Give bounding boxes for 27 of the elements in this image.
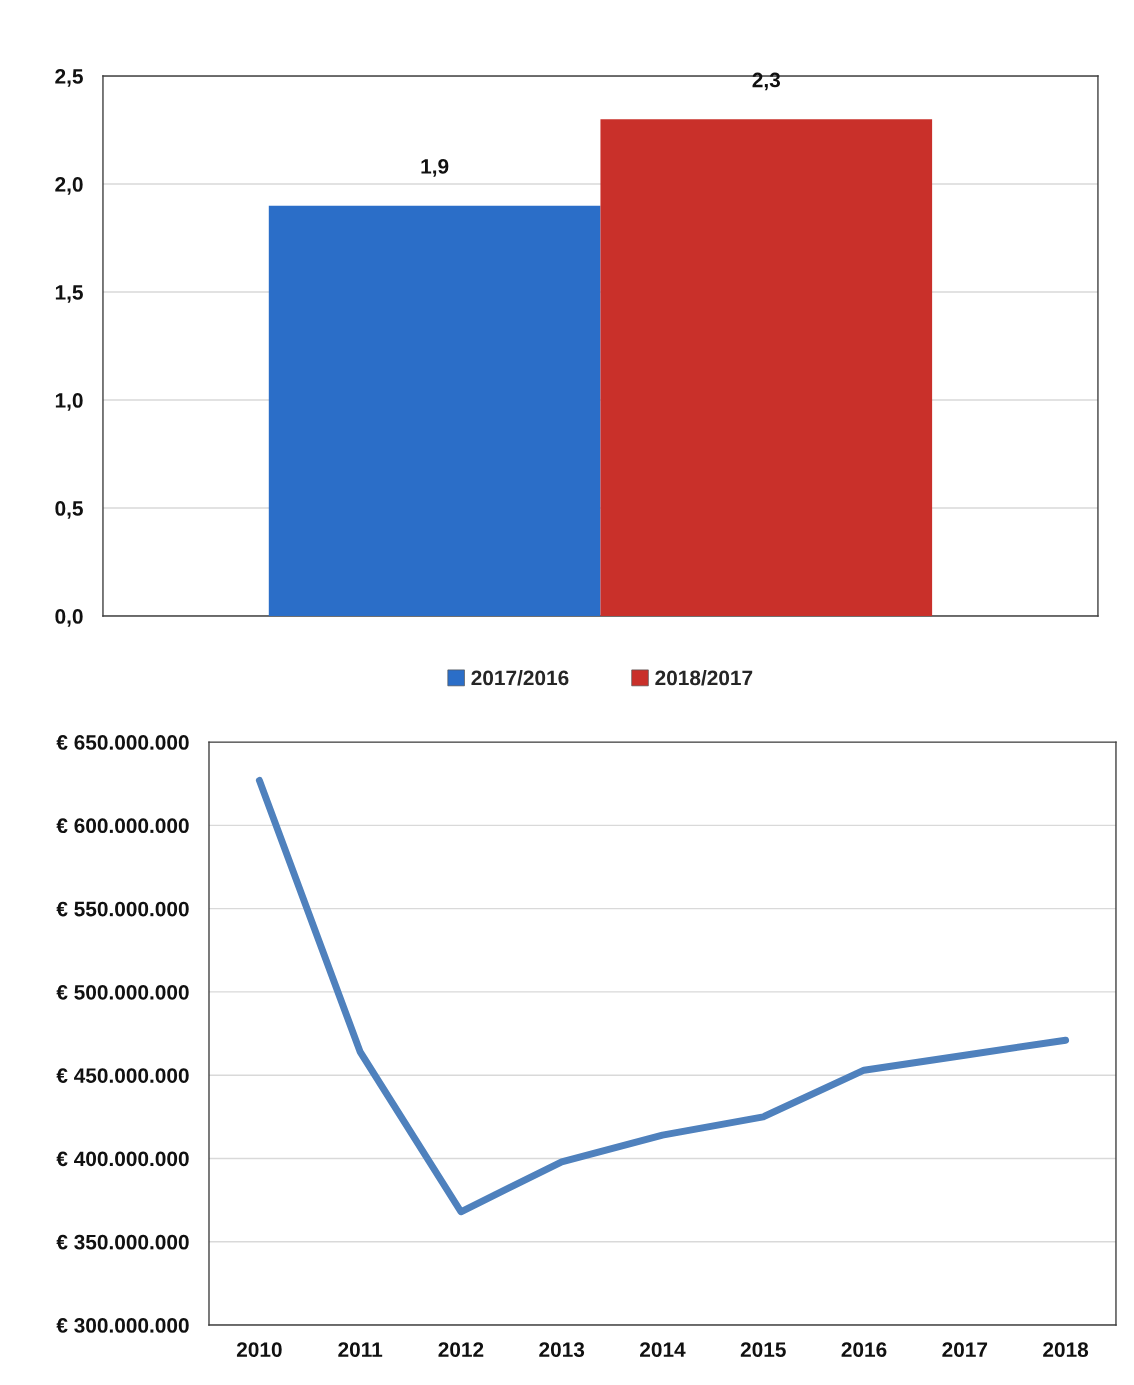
y-tick-label: € 300.000.000	[56, 1318, 189, 1333]
x-tick-label: 2017	[942, 1342, 988, 1357]
x-tick-label: 2015	[740, 1342, 786, 1357]
x-tick-label: 2013	[539, 1342, 585, 1358]
x-tick-label: 2012	[438, 1342, 484, 1357]
data-label: 2,3	[752, 72, 781, 91]
y-tick-label: 2,0	[55, 177, 83, 195]
x-tick-label: 2014	[640, 1342, 686, 1357]
legend-label: 2018/2017	[655, 670, 753, 686]
y-tick-label: 0,5	[55, 501, 83, 519]
y-tick-label: € 400.000.000	[56, 1151, 189, 1167]
y-tick-label: 1,0	[55, 393, 83, 411]
y-tick-label: 0,0	[55, 609, 83, 627]
x-tick-label: 2011	[338, 1342, 383, 1357]
x-tick-label: 2016	[841, 1342, 887, 1357]
y-tick-label: € 650.000.000	[56, 735, 189, 750]
y-tick-label: 1,5	[55, 285, 83, 303]
y-tick-label: 2,5	[55, 69, 83, 87]
data-label: 1,9	[421, 158, 449, 177]
y-tick-label: € 450.000.000	[56, 1068, 189, 1083]
y-tick-label: € 350.000.000	[56, 1234, 189, 1250]
y-tick-label: € 600.000.000	[56, 818, 189, 834]
y-tick-label: € 550.000.000	[56, 901, 189, 917]
x-tick-label: 2018	[1043, 1342, 1089, 1357]
legend-label: 2017/2016	[471, 670, 569, 686]
y-tick-label: € 500.000.000	[56, 984, 189, 1000]
x-tick-label: 2010	[236, 1342, 282, 1357]
